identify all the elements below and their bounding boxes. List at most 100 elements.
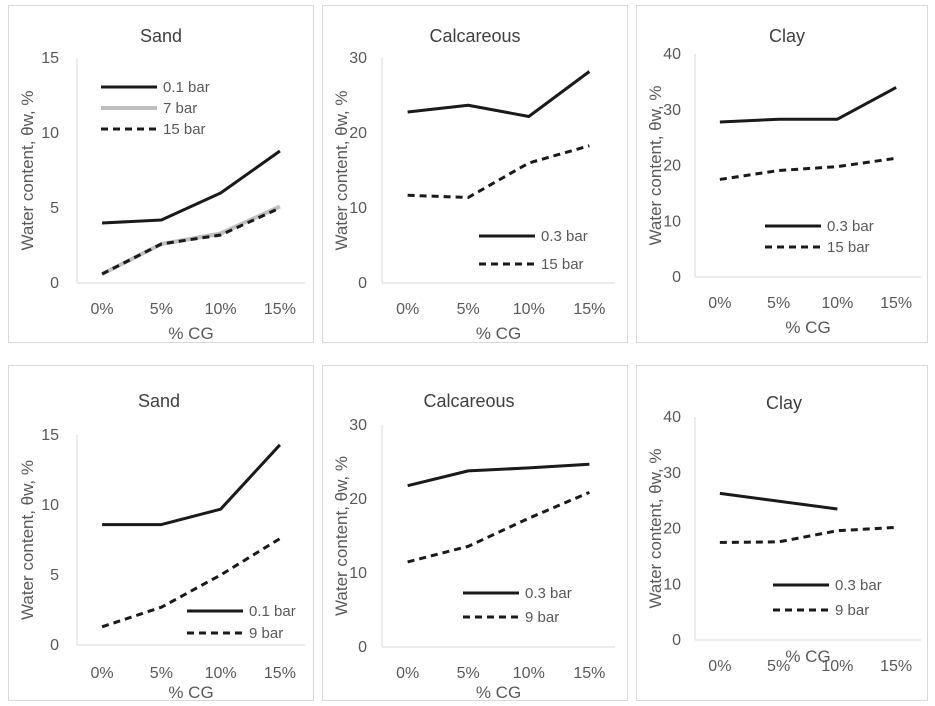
x-tick-label: 15% xyxy=(573,665,605,682)
y-tick-label: 20 xyxy=(349,125,367,142)
x-tick-label: 5% xyxy=(150,301,173,318)
x-tick-label: 5% xyxy=(457,665,480,682)
x-tick-label: 15% xyxy=(880,658,912,675)
x-tick-label: 0% xyxy=(91,665,114,682)
x-axis-label: % CG xyxy=(168,324,213,343)
y-tick-label: 5 xyxy=(50,567,59,584)
series-line-1 xyxy=(719,86,897,124)
legend-label: 0.3 bar xyxy=(525,585,572,602)
series-line-1 xyxy=(407,462,590,488)
x-tick-label: 10% xyxy=(513,301,545,318)
x-axis-label: % CG xyxy=(476,324,521,343)
x-tick-label: 10% xyxy=(205,301,237,318)
chart-svg-1: Sand 0 5 10 15 0% 5% 10% 15% % CG Water content, θ… xyxy=(18,26,305,343)
y-tick-label: 40 xyxy=(663,46,681,63)
x-tick-label: 0% xyxy=(708,658,731,675)
legend-label: 0.1 bar xyxy=(163,79,210,96)
x-tick-label: 0% xyxy=(708,295,731,312)
legend-label: 0.3 bar xyxy=(835,577,882,594)
chart-svg-3: Clay 0 10 20 30 40 0% 5% 10% 15% % CG Water content… xyxy=(646,26,921,337)
chart-panel-5: Calcareous 0 10 20 30 0% 5% 10% 15% % CG Water con… xyxy=(322,365,628,702)
series-line-1 xyxy=(102,149,281,225)
legend-label: 15 bar xyxy=(541,256,584,273)
series-line-1 xyxy=(407,70,591,118)
y-tick-label: 5 xyxy=(50,200,59,217)
x-tick-label: 15% xyxy=(264,665,296,682)
series-line-1 xyxy=(719,491,838,511)
chart-panel-6: Clay 0 10 20 30 40 0% 5% 10% 15% % CG Water content… xyxy=(636,365,928,701)
series-line-2 xyxy=(719,156,897,181)
y-tick-label: 0 xyxy=(358,639,367,656)
y-tick-label: 20 xyxy=(663,158,681,175)
y-tick-label: 15 xyxy=(41,50,59,67)
legend-label: 0.3 bar xyxy=(827,218,874,235)
y-tick-label: 20 xyxy=(349,491,367,508)
y-tick-label: 0 xyxy=(50,275,59,292)
x-tick-label: 15% xyxy=(264,301,296,318)
x-tick-label: 0% xyxy=(91,301,114,318)
legend-label: 9 bar xyxy=(525,609,559,626)
x-tick-label: 10% xyxy=(821,658,853,675)
x-tick-label: 15% xyxy=(880,295,912,312)
y-tick-label: 10 xyxy=(41,125,59,142)
x-axis-label: % CG xyxy=(785,647,830,666)
legend-label: 7 bar xyxy=(163,100,197,117)
y-tick-label: 0 xyxy=(358,275,367,292)
chart-svg-4: Sand 0 5 10 15 0% 5% 10% 15% % CG Water content, θ… xyxy=(18,391,305,702)
series-line-2 xyxy=(407,490,590,564)
x-tick-label: 10% xyxy=(205,665,237,682)
y-tick-label: 10 xyxy=(663,576,681,593)
y-tick-label: 10 xyxy=(663,213,681,230)
series-line-2 xyxy=(407,144,590,199)
x-tick-label: 0% xyxy=(396,665,419,682)
x-tick-label: 10% xyxy=(513,665,545,682)
chart-title: Sand xyxy=(140,26,182,46)
y-tick-label: 10 xyxy=(349,565,367,582)
y-axis-label: Water content, θw, % xyxy=(332,91,351,251)
x-tick-label: 15% xyxy=(573,301,605,318)
chart-title: Calcareous xyxy=(423,391,514,411)
chart-panel-2: Calcareous 0 10 20 30 0% 5% 10% 15% % CG Water con… xyxy=(322,5,628,343)
y-tick-label: 30 xyxy=(349,417,367,434)
chart-svg-6: Clay 0 10 20 30 40 0% 5% 10% 15% % CG Water content… xyxy=(646,393,921,675)
chart-title: Clay xyxy=(766,393,802,413)
legend-label: 15 bar xyxy=(827,239,870,256)
x-tick-label: 0% xyxy=(396,301,419,318)
x-tick-label: 5% xyxy=(767,658,790,675)
chart-title: Calcareous xyxy=(429,26,520,46)
y-tick-label: 10 xyxy=(349,200,367,217)
series-line-1 xyxy=(102,443,282,527)
x-tick-label: 5% xyxy=(457,301,480,318)
chart-panel-1: Sand 0 5 10 15 0% 5% 10% 15% % CG Water content, θ… xyxy=(8,5,314,343)
x-axis-label: % CG xyxy=(168,683,213,702)
x-tick-label: 10% xyxy=(821,295,853,312)
y-tick-label: 0 xyxy=(672,269,681,286)
series-line-2 xyxy=(719,525,897,544)
series-line-3 xyxy=(101,206,281,276)
y-tick-label: 30 xyxy=(663,465,681,482)
y-tick-label: 0 xyxy=(672,632,681,649)
x-axis-label: % CG xyxy=(476,683,521,702)
chart-svg-2: Calcareous 0 10 20 30 0% 5% 10% 15% % CG Water con… xyxy=(332,26,615,343)
legend-label: 9 bar xyxy=(835,602,869,619)
legend-label: 15 bar xyxy=(163,121,206,138)
y-axis-label: Water content, θw, % xyxy=(646,449,665,609)
legend-label: 9 bar xyxy=(249,625,283,642)
y-axis-label: Water content, θw, % xyxy=(332,456,351,616)
chart-panel-3: Clay 0 10 20 30 40 0% 5% 10% 15% % CG Water content… xyxy=(636,5,928,343)
y-axis-label: Water content, θw, % xyxy=(646,86,665,246)
y-axis-label: Water content, θw, % xyxy=(18,460,37,620)
x-axis-label: % CG xyxy=(785,318,830,337)
y-tick-label: 10 xyxy=(41,497,59,514)
series-line-2 xyxy=(101,537,281,629)
legend-label: 0.3 bar xyxy=(541,228,588,245)
chart-svg-5: Calcareous 0 10 20 30 0% 5% 10% 15% % CG Water con… xyxy=(332,391,615,702)
y-tick-label: 20 xyxy=(663,521,681,538)
chart-title: Sand xyxy=(138,391,180,411)
chart-title: Clay xyxy=(769,26,805,46)
y-axis-label: Water content, θw, % xyxy=(18,91,37,251)
chart-panel-4: Sand 0 5 10 15 0% 5% 10% 15% % CG Water content, θ… xyxy=(8,365,314,702)
y-tick-label: 30 xyxy=(349,50,367,67)
x-tick-label: 5% xyxy=(150,665,173,682)
x-tick-label: 5% xyxy=(767,295,790,312)
